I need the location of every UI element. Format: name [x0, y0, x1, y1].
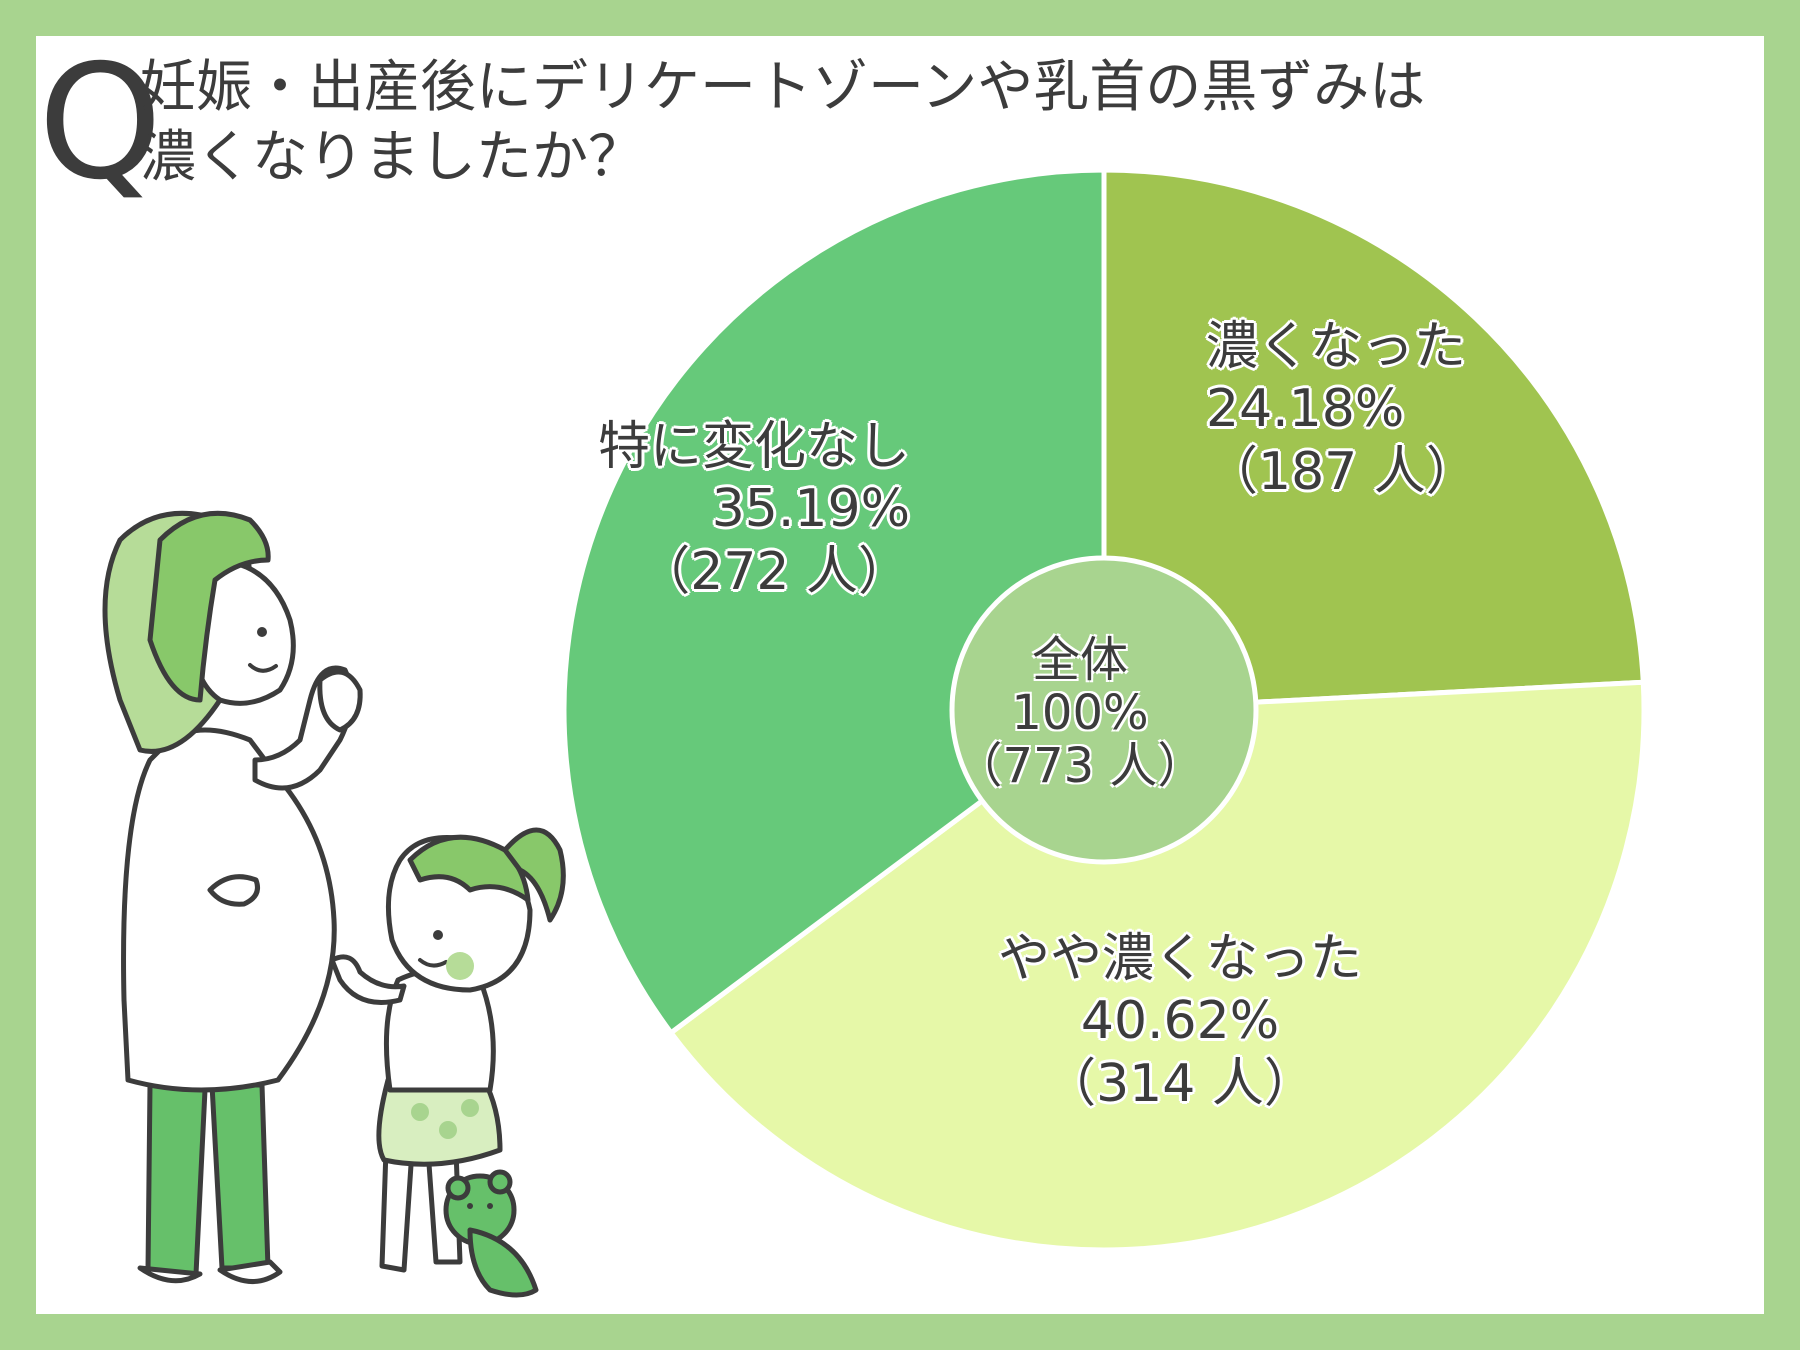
slice-count: （272 人）	[638, 541, 910, 602]
slice-label-koku: 濃くなった 24.18% （187 人）	[1206, 316, 1478, 503]
slice-name: 特に変化なし	[597, 417, 910, 477]
center-count: （773 人）	[954, 737, 1206, 794]
slice-label-henka: 特に変化なし 35.19% （272 人）	[510, 416, 910, 603]
slice-count: （314 人）	[1044, 1053, 1316, 1114]
question-title-line-2: 濃くなりましたか？	[140, 125, 644, 190]
question-title-line-1: 妊娠・出産後にデリケートゾーンや乳首の黒ずみは	[140, 55, 1426, 120]
slice-name: やや濃くなった	[997, 929, 1362, 989]
question-marker: Q	[38, 31, 163, 215]
slice-percent: 24.18%	[1206, 379, 1405, 440]
slice-label-yaya: やや濃くなった 40.62% （314 人）	[940, 928, 1420, 1115]
center-percent: 100%	[1011, 684, 1149, 741]
pie-center-circle	[949, 555, 1259, 865]
slice-name: 濃くなった	[1206, 317, 1467, 377]
slice-count: （187 人）	[1206, 441, 1478, 502]
center-label: 全体	[1031, 632, 1128, 688]
slice-percent: 40.62%	[1080, 991, 1280, 1052]
pie-slice-henka	[561, 167, 1107, 1037]
pie-slice-yaya	[667, 679, 1647, 1253]
pie-slice-koku	[1101, 167, 1646, 713]
slice-percent: 35.19%	[711, 479, 910, 540]
center-total-label: 全体 100% （773 人）	[940, 634, 1220, 792]
